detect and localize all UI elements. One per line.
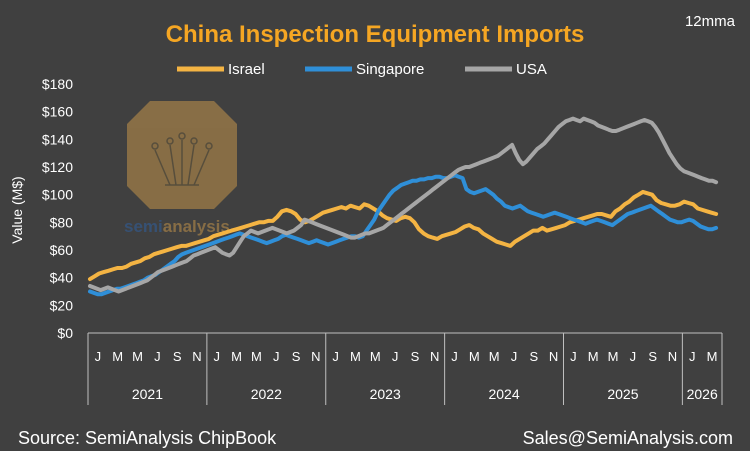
y-tick-label: $120	[42, 159, 73, 175]
y-tick-label: $100	[42, 187, 73, 203]
x-month-label: M	[251, 349, 262, 364]
x-month-label: J	[154, 349, 161, 364]
y-tick-label: $40	[50, 270, 74, 286]
x-month-label: M	[469, 349, 480, 364]
source-text: Source: SemiAnalysis ChipBook	[18, 428, 277, 448]
x-month-label: S	[648, 349, 657, 364]
watermark-logo: semianalysis	[124, 101, 237, 236]
x-month-label: M	[231, 349, 242, 364]
y-tick-label: $160	[42, 104, 73, 120]
x-month-label: N	[192, 349, 201, 364]
x-year-label: 2026	[687, 386, 718, 402]
y-tick-label: $80	[50, 214, 74, 230]
x-month-label: J	[451, 349, 458, 364]
svg-text:semianalysis: semianalysis	[124, 217, 230, 236]
x-month-label: J	[95, 349, 102, 364]
y-axis-ticks: $0 $20 $40 $60 $80 $100 $120 $140 $160 $180	[42, 76, 73, 341]
watermark-text-semi: semi	[124, 217, 163, 236]
x-month-label: J	[630, 349, 637, 364]
y-tick-label: $0	[57, 325, 73, 341]
series-line-singapore	[88, 173, 719, 297]
x-month-label: J	[273, 349, 280, 364]
chart-note: 12mma	[685, 13, 736, 30]
x-month-label: M	[350, 349, 361, 364]
x-month-label: M	[132, 349, 143, 364]
x-month-label: M	[588, 349, 599, 364]
x-month-label: J	[332, 349, 339, 364]
x-month-label: N	[668, 349, 677, 364]
x-month-label: M	[112, 349, 123, 364]
watermark-text-analysis: analysis	[163, 217, 230, 236]
x-month-label: M	[608, 349, 619, 364]
x-year-label: 2021	[132, 386, 163, 402]
x-month-label: J	[511, 349, 518, 364]
series-line-israel	[88, 189, 719, 282]
legend-label-usa: USA	[516, 61, 547, 78]
x-year-label: 2025	[607, 386, 638, 402]
x-year-label: 2022	[251, 386, 282, 402]
y-tick-label: $20	[50, 297, 74, 313]
y-tick-label: $60	[50, 242, 74, 258]
x-month-label: S	[529, 349, 538, 364]
x-month-label: M	[707, 349, 718, 364]
y-tick-label: $140	[42, 131, 73, 147]
legend-label-israel: Israel	[228, 61, 265, 78]
x-month-label: J	[392, 349, 399, 364]
x-year-label: 2023	[370, 386, 401, 402]
chart-title: China Inspection Equipment Imports	[166, 21, 585, 48]
x-month-label: J	[570, 349, 577, 364]
x-month-label: J	[214, 349, 221, 364]
x-month-label: N	[549, 349, 558, 364]
y-tick-label: $180	[42, 76, 73, 92]
legend-label-singapore: Singapore	[356, 61, 424, 78]
x-month-label: M	[370, 349, 381, 364]
x-month-label: N	[430, 349, 439, 364]
x-month-label: M	[489, 349, 500, 364]
y-axis-label: Value (M$)	[9, 176, 25, 243]
x-month-label: N	[311, 349, 320, 364]
legend: Israel Singapore USA	[177, 61, 547, 78]
x-year-label: 2024	[488, 386, 519, 402]
sales-email[interactable]: Sales@SemiAnalysis.com	[523, 428, 733, 448]
series-line-usa	[88, 116, 719, 294]
x-month-label: S	[173, 349, 182, 364]
x-month-label: S	[292, 349, 301, 364]
series-layer	[88, 116, 719, 297]
x-month-label: J	[689, 349, 696, 364]
x-month-label: S	[411, 349, 420, 364]
logo-chip-tree-icon	[151, 132, 213, 186]
